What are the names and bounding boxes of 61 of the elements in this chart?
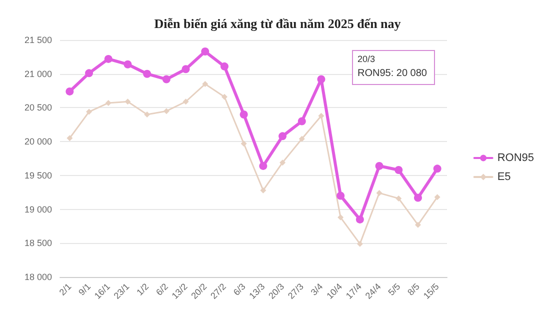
point bbox=[298, 117, 306, 126]
y-tick-label: 20 000 bbox=[24, 136, 52, 147]
point bbox=[280, 160, 286, 166]
point bbox=[375, 162, 384, 170]
x-tick-label: 9/1 bbox=[76, 281, 93, 298]
point bbox=[182, 98, 189, 105]
point bbox=[240, 110, 248, 118]
point bbox=[376, 190, 382, 196]
x-tick-label: 16/1 bbox=[92, 281, 112, 301]
y-tick-label: 21 500 bbox=[24, 35, 52, 45]
point bbox=[260, 187, 266, 194]
point bbox=[201, 48, 210, 56]
point bbox=[182, 65, 190, 74]
point bbox=[259, 162, 268, 170]
point bbox=[278, 132, 287, 140]
y-tick-label: 21 000 bbox=[24, 68, 52, 79]
point bbox=[202, 81, 208, 88]
point bbox=[394, 166, 403, 174]
chart-title: Diễn biến giá xăng từ đầu năm 2025 đến nay bbox=[154, 16, 402, 31]
x-tick-label: 3/4 bbox=[308, 281, 325, 298]
point bbox=[396, 195, 402, 202]
point bbox=[356, 215, 364, 224]
x-tick-label: 8/5 bbox=[406, 281, 422, 298]
x-tick-label: 6/2 bbox=[154, 281, 170, 298]
x-tick-label: 6/3 bbox=[231, 281, 248, 298]
point bbox=[143, 70, 152, 78]
point bbox=[433, 164, 442, 173]
point bbox=[105, 100, 112, 106]
annotation: 20/3 RON95: 20 080 bbox=[358, 54, 428, 79]
point bbox=[298, 136, 305, 142]
y-tick-label: 20 500 bbox=[24, 102, 52, 113]
point bbox=[221, 94, 228, 100]
x-tick-label: 1/2 bbox=[134, 281, 151, 298]
y-tick-label: 19 000 bbox=[24, 204, 52, 214]
point bbox=[124, 60, 132, 68]
point bbox=[85, 69, 94, 78]
x-tick-label: 2/1 bbox=[57, 281, 74, 298]
y-tick-label: 18 000 bbox=[24, 272, 52, 282]
point bbox=[356, 240, 363, 247]
point bbox=[144, 111, 150, 118]
x-tick-label: 23/1 bbox=[112, 281, 132, 301]
point bbox=[104, 54, 112, 63]
legend-label: RON95 bbox=[497, 152, 534, 164]
point bbox=[336, 192, 345, 200]
legend-label: E5 bbox=[497, 171, 511, 183]
point bbox=[66, 135, 73, 142]
point bbox=[434, 194, 440, 200]
point bbox=[66, 87, 74, 96]
point bbox=[414, 222, 421, 228]
point bbox=[162, 75, 170, 84]
point bbox=[414, 194, 422, 202]
x-tick-label: 5/5 bbox=[386, 281, 402, 298]
point bbox=[220, 62, 228, 70]
point bbox=[317, 75, 326, 84]
y-tick-label: 19 500 bbox=[24, 170, 52, 180]
point bbox=[86, 108, 92, 115]
point bbox=[318, 112, 324, 119]
point bbox=[338, 214, 344, 220]
point bbox=[163, 108, 170, 114]
point bbox=[240, 140, 247, 147]
y-tick-label: 18 500 bbox=[24, 238, 52, 248]
